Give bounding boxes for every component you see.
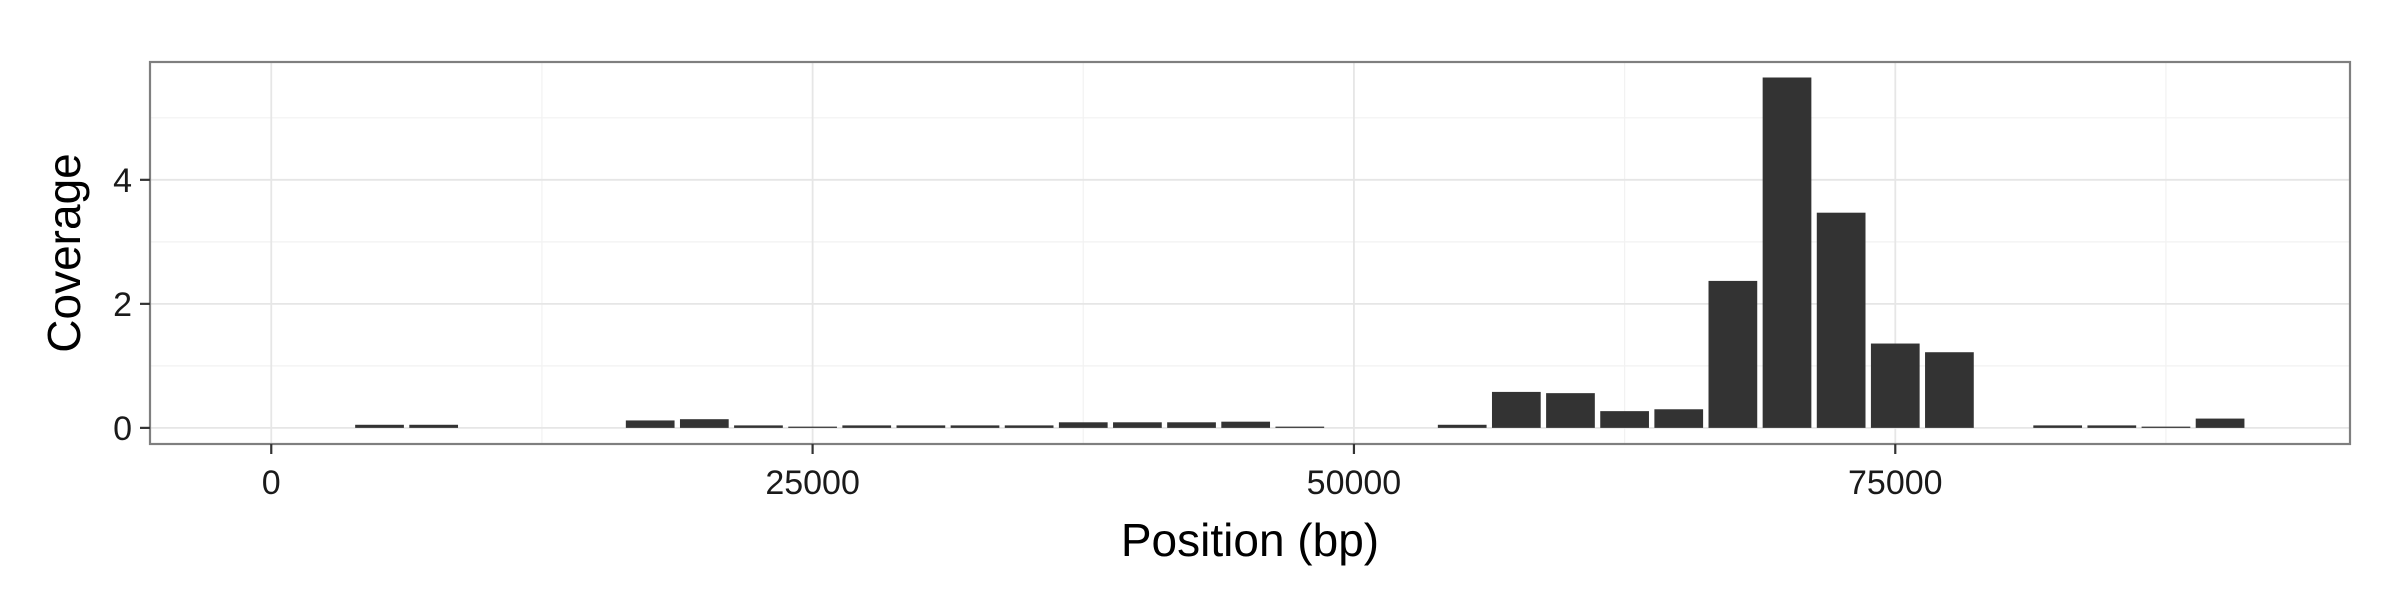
bar xyxy=(409,424,459,428)
bar xyxy=(1113,422,1162,428)
bar xyxy=(734,425,783,428)
bar xyxy=(1004,425,1054,428)
bar xyxy=(2087,425,2137,428)
bar xyxy=(2141,426,2191,428)
bar xyxy=(1058,422,1108,428)
bar xyxy=(1491,391,1541,428)
bar xyxy=(842,425,892,428)
bar xyxy=(2195,418,2245,428)
bar xyxy=(1816,212,1866,428)
bar xyxy=(2033,425,2083,428)
x-tick-label: 0 xyxy=(262,464,281,502)
bar xyxy=(1654,409,1704,428)
bar xyxy=(1870,343,1920,428)
x-axis: 0 25000 50000 75000 xyxy=(262,444,1943,502)
bar xyxy=(950,425,1000,428)
x-axis-title: Position (bp) xyxy=(1121,514,1379,566)
y-axis-title: Coverage xyxy=(38,153,90,352)
bar xyxy=(1167,422,1216,428)
bar xyxy=(1437,424,1487,428)
plot-panel xyxy=(150,62,2350,444)
minor-gridlines xyxy=(150,62,2350,444)
bar xyxy=(679,419,729,428)
bar xyxy=(896,425,946,428)
bar xyxy=(355,424,404,428)
bar-series xyxy=(355,77,2245,428)
x-tick-label: 50000 xyxy=(1307,464,1402,502)
plot-border xyxy=(148,60,2352,446)
bar xyxy=(1925,352,1974,428)
bar xyxy=(1221,421,1271,428)
y-tick-label: 0 xyxy=(113,410,132,448)
bar xyxy=(1708,280,1758,428)
bar xyxy=(1546,393,1595,428)
bar xyxy=(1600,411,1649,428)
major-gridlines xyxy=(150,62,2350,444)
y-axis: 0 2 4 xyxy=(113,162,150,448)
bar xyxy=(625,420,675,428)
bar xyxy=(788,426,837,428)
bar xyxy=(1762,77,1812,428)
x-tick-label: 75000 xyxy=(1848,464,1943,502)
x-tick-label: 25000 xyxy=(765,464,860,502)
y-tick-label: 2 xyxy=(113,286,132,324)
bar xyxy=(1275,426,1325,428)
y-tick-label: 4 xyxy=(113,162,132,200)
